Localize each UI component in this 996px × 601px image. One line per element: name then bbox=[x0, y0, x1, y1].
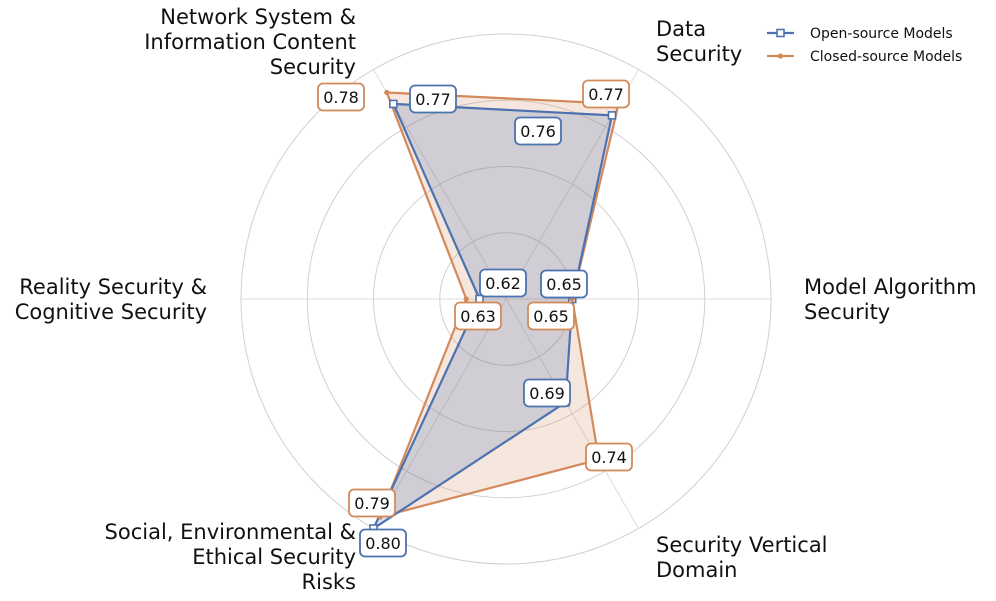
value-label-2-2: 0.77 bbox=[588, 85, 624, 104]
value-box-1-6 bbox=[523, 378, 571, 408]
value-label-1-6: 0.69 bbox=[529, 384, 565, 403]
value-box-1-1 bbox=[540, 269, 588, 299]
value-box-1-5 bbox=[359, 528, 407, 558]
axis-label-5: Social, Environmental & Ethical Security R… bbox=[105, 520, 356, 594]
value-labels: 0.65 0.76 0.77 0.62 0.80 0.69 0.65 0.77 0.78 0.63… bbox=[317, 79, 633, 558]
axis-label-4: Reality Security & Cognitive Security bbox=[15, 275, 207, 324]
value-box-1-4 bbox=[479, 268, 527, 298]
axis-label-3: Network System & Information Content Secur… bbox=[144, 5, 356, 79]
legend-marker-1 bbox=[776, 28, 785, 38]
value-box-2-4 bbox=[454, 301, 502, 331]
value-box-1-2 bbox=[514, 116, 562, 146]
value-box-2-2 bbox=[582, 79, 630, 109]
legend: Open-source Models Closed-source Models bbox=[767, 26, 962, 65]
value-label-2-4: 0.63 bbox=[460, 307, 496, 326]
series-2-point-4 bbox=[463, 296, 469, 302]
axis-spoke-5 bbox=[373, 298, 507, 529]
series-1-point-3 bbox=[389, 99, 398, 109]
value-label-2-1: 0.65 bbox=[533, 307, 569, 326]
axis-label-1: Model Algorithm Security bbox=[804, 275, 977, 324]
value-label-2-5: 0.79 bbox=[354, 494, 390, 513]
value-label-1-2: 0.76 bbox=[520, 122, 556, 141]
value-label-1-3: 0.77 bbox=[415, 90, 451, 109]
series-2-point-3 bbox=[384, 89, 390, 96]
legend-marker-2 bbox=[777, 53, 784, 59]
axis-label-6: Security Vertical Domain bbox=[656, 533, 828, 582]
value-box-2-1 bbox=[527, 301, 575, 331]
value-label-1-4: 0.62 bbox=[485, 274, 521, 293]
legend-label-1: Open-source Models bbox=[810, 26, 953, 42]
value-label-1-5: 0.80 bbox=[365, 534, 401, 553]
value-box-2-5 bbox=[348, 488, 396, 518]
axis-label-2: Data Security bbox=[656, 17, 742, 66]
value-label-2-6: 0.74 bbox=[591, 448, 627, 467]
axis-labels: Model Algorithm Security Data Security Netwo… bbox=[15, 5, 977, 594]
value-label-2-3: 0.78 bbox=[323, 88, 359, 107]
series-1-point-2 bbox=[607, 111, 617, 120]
value-box-2-3 bbox=[317, 82, 365, 112]
grid bbox=[240, 33, 772, 565]
value-box-1-3 bbox=[409, 84, 457, 114]
axis-spoke-6 bbox=[505, 298, 639, 529]
legend-label-2: Closed-source Models bbox=[810, 49, 962, 65]
value-label-1-1: 0.65 bbox=[546, 275, 582, 294]
value-box-2-6 bbox=[585, 442, 633, 472]
